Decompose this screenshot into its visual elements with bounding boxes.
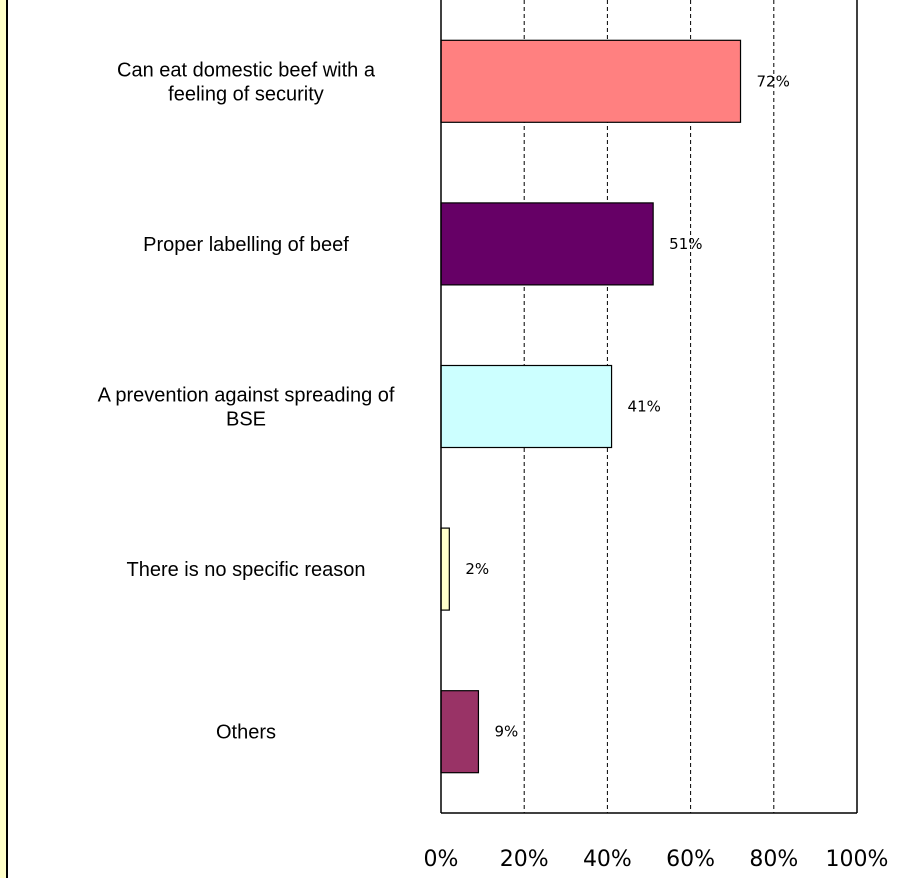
x-axis-ticks: 0% 20% 40% 60% 80% 100%	[424, 847, 889, 872]
bar	[440, 202, 654, 286]
bar	[440, 690, 480, 774]
x-tick-label: 60%	[666, 847, 715, 872]
x-tick-label: 40%	[583, 847, 632, 872]
bar	[440, 364, 613, 449]
category-label: feeling of security	[168, 83, 324, 105]
data-label: 9%	[494, 723, 518, 741]
frame-border	[0, 0, 8, 878]
data-label: 72%	[757, 72, 790, 90]
x-tick-label: 100%	[826, 847, 889, 872]
bar	[440, 39, 742, 123]
x-tick-label: 20%	[500, 847, 549, 872]
x-tick-label: 80%	[749, 847, 798, 872]
data-label: 2%	[465, 560, 489, 578]
bars	[440, 39, 742, 774]
category-label: BSE	[226, 409, 266, 431]
data-label: 41%	[628, 398, 661, 416]
bar	[440, 527, 450, 611]
category-label: Proper labelling of beef	[143, 234, 349, 256]
category-label: A prevention against spreading of	[98, 385, 395, 407]
x-tick-label: 0%	[424, 847, 459, 872]
category-label: There is no specific reason	[126, 559, 365, 581]
category-label: Can eat domestic beef with a	[117, 59, 376, 81]
data-label: 51%	[669, 235, 702, 253]
category-label: Others	[216, 722, 276, 744]
